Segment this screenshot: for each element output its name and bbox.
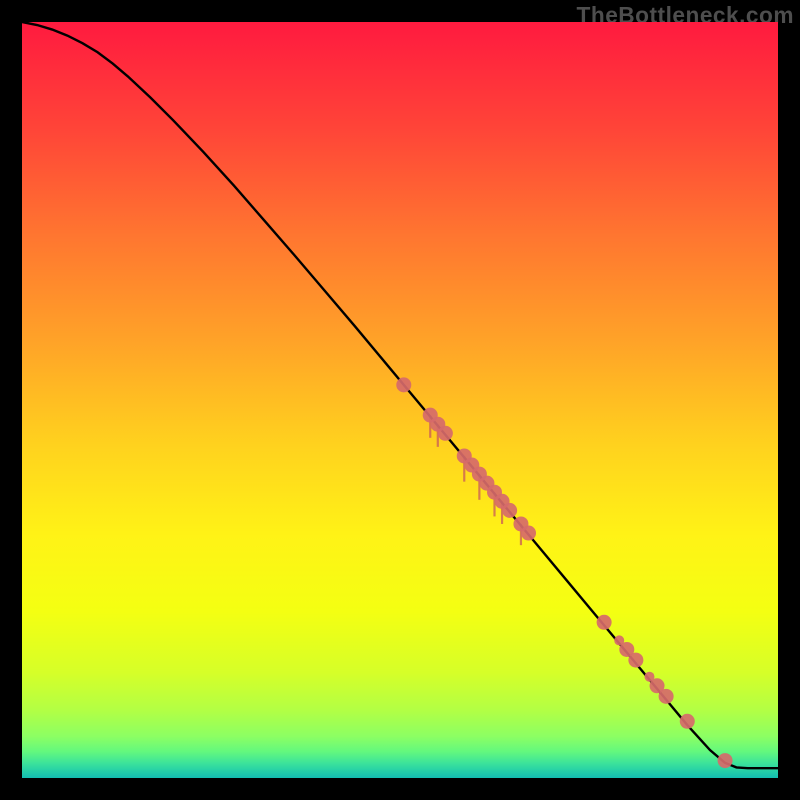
data-marker xyxy=(718,753,733,768)
plot-svg xyxy=(22,22,778,778)
chart-frame: TheBottleneck.com xyxy=(0,0,800,800)
data-marker xyxy=(680,714,695,729)
data-marker xyxy=(597,615,612,630)
data-marker xyxy=(502,503,517,518)
data-marker xyxy=(628,653,643,668)
data-marker xyxy=(659,689,674,704)
data-marker xyxy=(438,426,453,441)
gradient-background xyxy=(22,22,778,778)
data-marker xyxy=(396,377,411,392)
data-marker xyxy=(521,526,536,541)
